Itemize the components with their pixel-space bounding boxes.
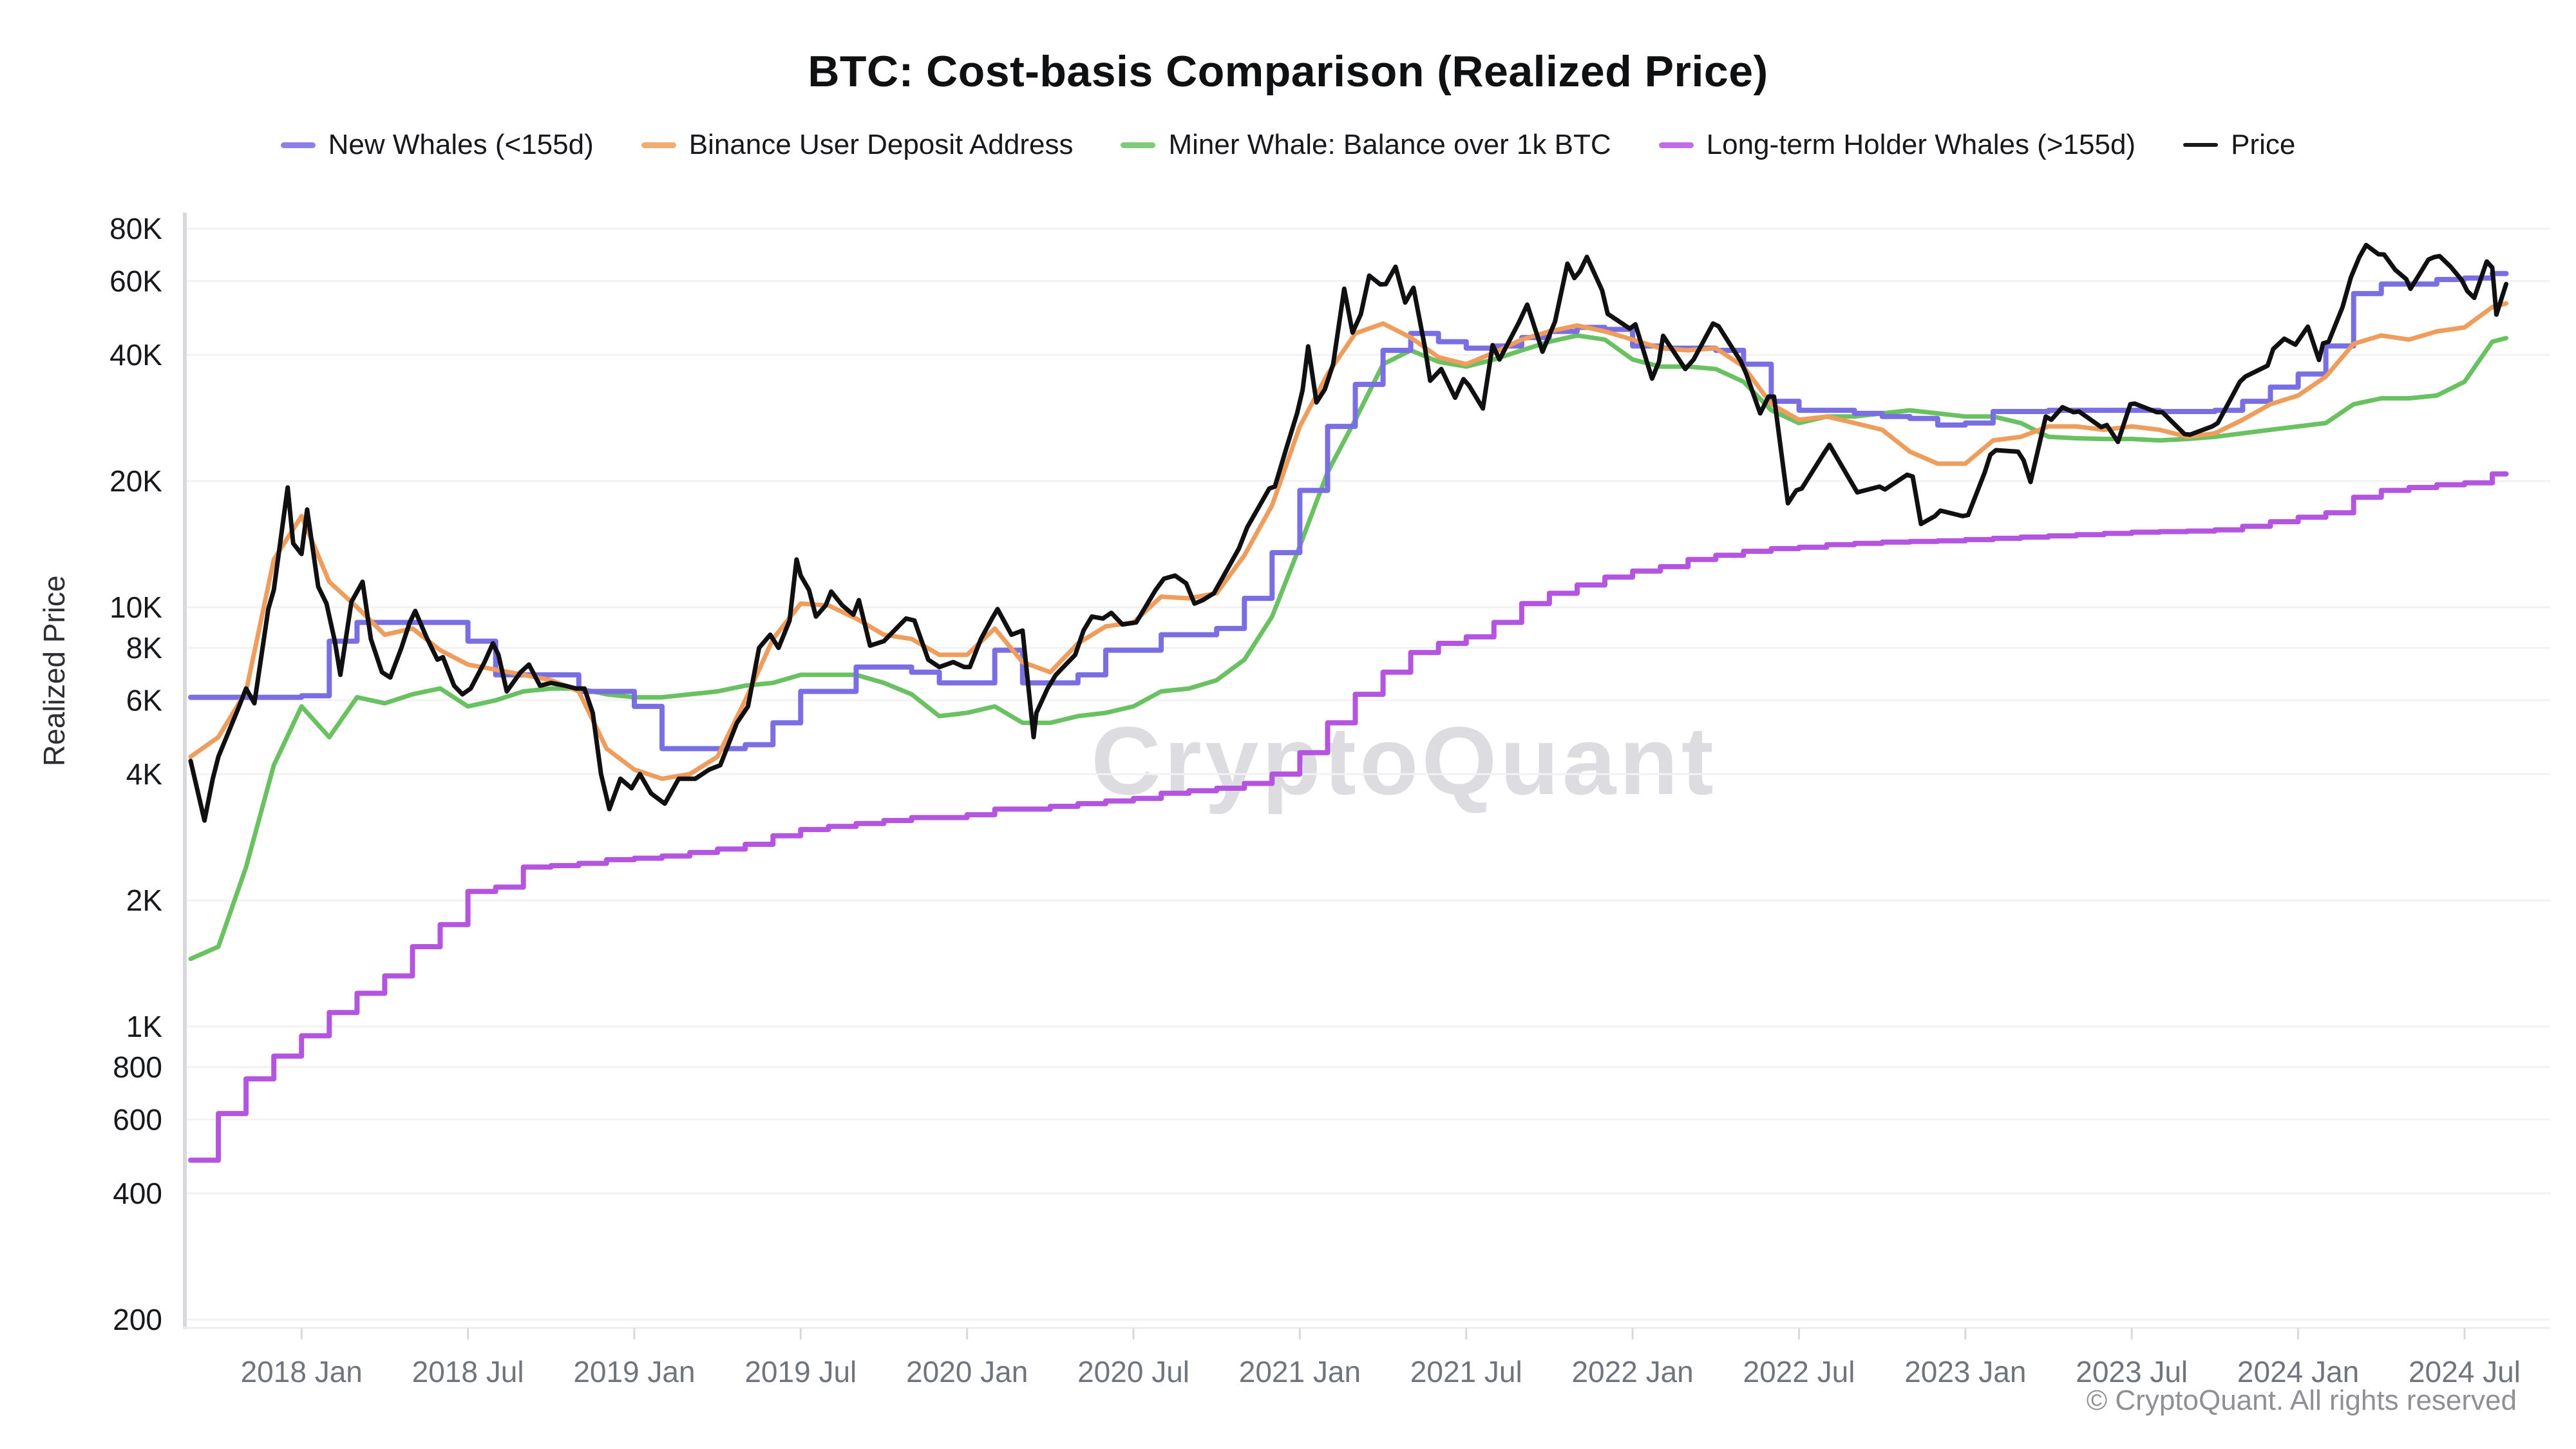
y-tick-label: 6K [126,683,163,717]
x-tick-label: 2024 Jul [2409,1355,2521,1388]
legend-swatch-icon [2183,143,2219,147]
legend-item-new-whales[interactable]: New Whales (<155d) [280,129,594,161]
chart-title: BTC: Cost-basis Comparison (Realized Pri… [808,47,1768,96]
x-tick-label: 2023 Jan [1904,1355,2026,1388]
x-tick-label: 2021 Jul [1410,1355,1522,1388]
y-tick-label: 600 [113,1103,162,1136]
y-tick-label: 4K [126,757,163,791]
series-line-price [188,243,2508,823]
y-tick-label: 10K [109,591,162,624]
legend-item-miner-whale[interactable]: Miner Whale: Balance over 1k BTC [1121,129,1611,161]
x-tick-label: 2024 Jan [2237,1355,2359,1388]
legend-label: Long-term Holder Whales (>155d) [1706,129,2136,160]
legend-swatch-icon [1121,142,1156,148]
legend-label: Miner Whale: Balance over 1k BTC [1168,129,1611,160]
watermark: CryptoQuant [1091,706,1717,815]
series-line-binance-user-deposit-address [188,301,2508,781]
legend-item-binance-deposit[interactable]: Binance User Deposit Address [641,129,1074,161]
y-tick-label: 1K [126,1010,163,1043]
y-tick-label: 80K [109,212,162,245]
legend-swatch-icon [641,142,676,148]
x-tick-label: 2023 Jul [2076,1355,2188,1388]
x-tick-label: 2022 Jan [1571,1355,1693,1388]
legend-label: Binance User Deposit Address [688,129,1074,160]
legend-swatch-icon [280,142,316,148]
series-line-long-term-holder-whales-155d [188,471,2509,1163]
legend-item-lth-whales[interactable]: Long-term Holder Whales (>155d) [1658,129,2136,161]
x-tick-label: 2018 Jul [412,1355,524,1388]
legend: New Whales (<155d) Binance User Deposit … [0,129,2576,161]
y-tick-label: 2K [126,884,163,917]
x-tick-label: 2019 Jul [744,1355,857,1388]
legend-swatch-icon [1658,142,1694,148]
y-tick-label: 60K [109,264,162,298]
legend-item-price[interactable]: Price [2183,129,2295,161]
x-tick-label: 2020 Jan [906,1355,1028,1388]
legend-label: New Whales (<155d) [328,129,594,160]
legend-label: Price [2231,129,2296,160]
y-tick-label: 20K [109,464,162,498]
y-tick-label: 40K [109,338,162,372]
y-tick-label: 800 [113,1050,162,1084]
copyright-footer: © CryptoQuant. All rights reserved [2086,1385,2517,1416]
x-tick-label: 2018 Jan [241,1355,363,1388]
y-tick-label: 200 [113,1303,162,1336]
x-tick-label: 2019 Jan [573,1355,695,1388]
x-tick-label: 2021 Jan [1239,1355,1361,1388]
x-tick-label: 2022 Jul [1743,1355,1855,1388]
x-tick-label: 2020 Jul [1077,1355,1189,1388]
y-tick-label: 400 [113,1177,162,1210]
y-tick-label: 8K [126,631,163,665]
